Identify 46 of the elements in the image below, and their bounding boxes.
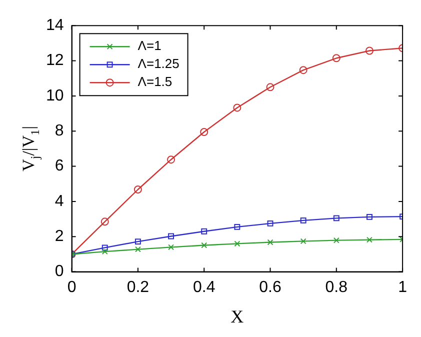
point — [167, 156, 176, 164]
point — [267, 220, 274, 226]
legend-label: Λ=1 — [138, 38, 162, 54]
y-tick-label: 0 — [54, 263, 64, 280]
point — [332, 54, 340, 62]
x-tick-label: 0.8 — [325, 278, 348, 296]
point — [134, 238, 141, 245]
y-tick-label: 10 — [46, 87, 64, 104]
point — [102, 244, 108, 251]
legend-label: Λ=1.5 — [138, 74, 172, 90]
point — [233, 104, 242, 112]
point — [168, 244, 174, 250]
point — [102, 248, 108, 255]
point — [234, 224, 240, 230]
x-tick-label: 0.4 — [192, 278, 216, 296]
point — [366, 214, 372, 220]
legend-label: Λ=1.25 — [138, 56, 180, 72]
x-tick-label: 0.6 — [259, 278, 282, 296]
point — [168, 233, 174, 240]
y-tick-label: 8 — [54, 122, 64, 140]
point — [267, 239, 274, 246]
point — [333, 237, 340, 244]
point — [234, 240, 240, 247]
y-tick-label: 14 — [46, 17, 64, 34]
point — [300, 217, 306, 224]
point — [100, 218, 109, 226]
point — [365, 46, 374, 55]
x-tick-label: 1 — [398, 278, 408, 296]
point — [201, 228, 208, 234]
point — [333, 215, 340, 222]
point — [266, 83, 274, 92]
y-tick-label: 12 — [46, 52, 64, 70]
x-tick-label: 0.2 — [126, 278, 150, 296]
point — [299, 66, 308, 74]
point — [134, 246, 141, 252]
point — [201, 242, 208, 248]
y-tick-label: 4 — [54, 192, 64, 210]
point — [200, 128, 208, 136]
point — [134, 186, 142, 194]
x-axis-title: X — [230, 306, 244, 327]
y-axis-title: Vj/|V1| — [19, 126, 42, 172]
y-tick-label: 6 — [54, 158, 64, 175]
point — [300, 238, 306, 244]
point — [366, 236, 372, 243]
x-tick-label: 0 — [67, 278, 76, 296]
y-tick-label: 2 — [54, 228, 64, 246]
